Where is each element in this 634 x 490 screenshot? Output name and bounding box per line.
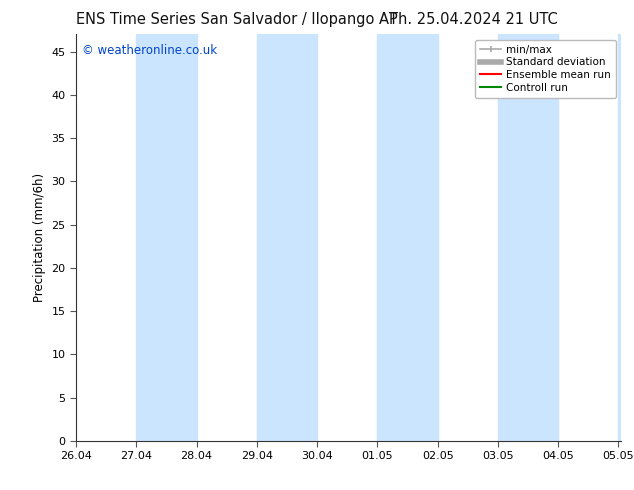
Bar <box>618 34 621 441</box>
Y-axis label: Precipitation (mm/6h): Precipitation (mm/6h) <box>33 173 46 302</box>
Text: Th. 25.04.2024 21 UTC: Th. 25.04.2024 21 UTC <box>389 12 558 27</box>
Bar <box>377 34 437 441</box>
Legend: min/max, Standard deviation, Ensemble mean run, Controll run: min/max, Standard deviation, Ensemble me… <box>475 40 616 98</box>
Bar <box>257 34 317 441</box>
Bar <box>136 34 197 441</box>
Bar <box>498 34 558 441</box>
Text: ENS Time Series San Salvador / Ilopango AP: ENS Time Series San Salvador / Ilopango … <box>76 12 398 27</box>
Text: © weatheronline.co.uk: © weatheronline.co.uk <box>82 45 217 57</box>
